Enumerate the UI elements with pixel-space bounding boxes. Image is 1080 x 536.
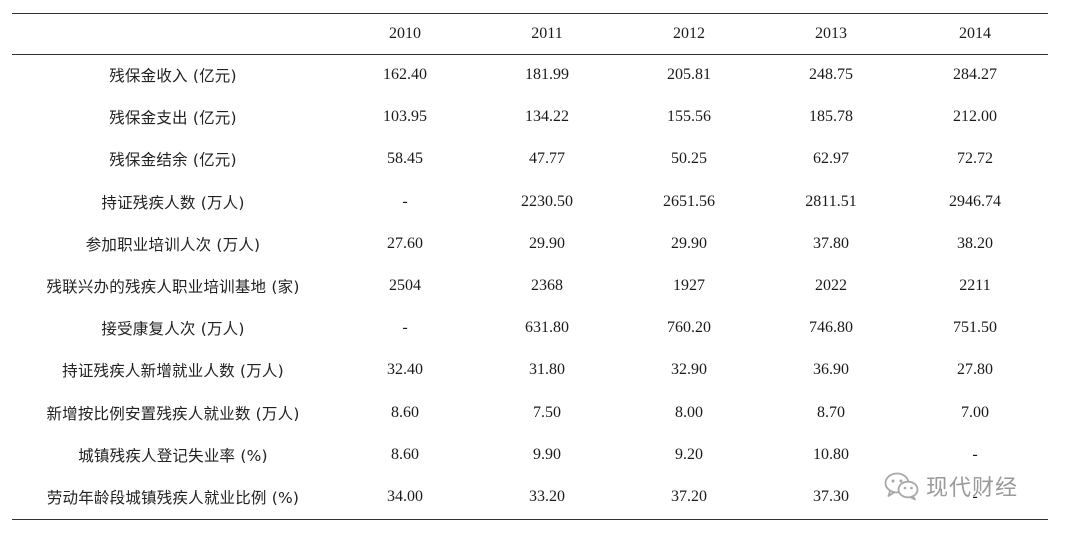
table-cell: 248.75 bbox=[809, 66, 853, 84]
table-cell: 58.45 bbox=[387, 150, 423, 168]
table-cell: 162.40 bbox=[383, 66, 427, 84]
table-cell: 31.80 bbox=[529, 361, 565, 379]
table-header-rule bbox=[12, 54, 1048, 55]
table-cell: 32.90 bbox=[671, 361, 707, 379]
table-cell: 50.25 bbox=[671, 150, 707, 168]
table-cell: 33.20 bbox=[529, 487, 565, 505]
table-cell: 2651.56 bbox=[663, 192, 715, 210]
watermark: 现代财经 bbox=[884, 470, 1018, 502]
header-cell-year: 2013 bbox=[815, 25, 847, 42]
table-bottom-rule bbox=[12, 519, 1048, 520]
table-row: 新增按比例安置残疾人就业数 (万人) 8.60 7.50 8.00 8.70 7… bbox=[12, 392, 1048, 434]
table-cell: 205.81 bbox=[667, 66, 711, 84]
table-cell: 27.80 bbox=[957, 361, 993, 379]
table-cell: - bbox=[972, 445, 978, 463]
table-cell: 760.20 bbox=[667, 319, 711, 337]
row-label: 城镇残疾人登记失业率 (%) bbox=[78, 446, 268, 465]
table-cell: 8.60 bbox=[391, 445, 419, 463]
table-cell: - bbox=[402, 192, 408, 210]
table-row: 残保金支出 (亿元) 103.95 134.22 155.56 185.78 2… bbox=[12, 96, 1048, 138]
header-cell-year: 2012 bbox=[673, 25, 705, 42]
header-cell-year: 2010 bbox=[389, 25, 421, 42]
table-cell: 185.78 bbox=[809, 108, 853, 126]
table-cell: 2946.74 bbox=[949, 192, 1001, 210]
table-cell: 631.80 bbox=[525, 319, 569, 337]
table-cell: 37.30 bbox=[813, 487, 849, 505]
table-cell: 8.60 bbox=[391, 403, 419, 421]
table-cell: 27.60 bbox=[387, 234, 423, 252]
table-row: 残保金收入 (亿元) 162.40 181.99 205.81 248.75 2… bbox=[12, 54, 1048, 96]
table-cell: 9.90 bbox=[533, 445, 561, 463]
table-cell: 155.56 bbox=[667, 108, 711, 126]
watermark-text: 现代财经 bbox=[926, 476, 1019, 501]
table-cell: 72.72 bbox=[957, 150, 993, 168]
table-cell: 7.50 bbox=[533, 403, 561, 421]
table-row: 劳动年龄段城镇残疾人就业比例 (%) 34.00 33.20 37.20 37.… bbox=[12, 476, 1048, 518]
table-cell: 2211 bbox=[959, 277, 991, 295]
row-label: 残保金收入 (亿元) bbox=[109, 67, 237, 86]
table-cell: 10.80 bbox=[813, 445, 849, 463]
table-cell: 34.00 bbox=[387, 487, 423, 505]
table-cell: 8.00 bbox=[675, 403, 703, 421]
row-label: 接受康复人次 (万人) bbox=[101, 320, 245, 339]
table-cell: 751.50 bbox=[953, 319, 997, 337]
table-cell: 29.90 bbox=[671, 234, 707, 252]
header-cell-stub bbox=[12, 14, 334, 54]
table-cell: 8.70 bbox=[817, 403, 845, 421]
table-cell: 36.90 bbox=[813, 361, 849, 379]
table-cell: - bbox=[972, 487, 978, 505]
table-cell: 37.80 bbox=[813, 234, 849, 252]
table-cell: 2504 bbox=[389, 277, 421, 295]
table-header-row: 2010 2011 2012 2013 2014 bbox=[12, 14, 1048, 54]
table-cell: 47.77 bbox=[529, 150, 565, 168]
table-cell: 2022 bbox=[815, 277, 847, 295]
table-cell: 134.22 bbox=[525, 108, 569, 126]
table-cell: 29.90 bbox=[529, 234, 565, 252]
table-cell: 284.27 bbox=[953, 66, 997, 84]
table-cell: 746.80 bbox=[809, 319, 853, 337]
table-cell: 37.20 bbox=[671, 487, 707, 505]
wechat-icon bbox=[884, 471, 920, 501]
table-row: 残联兴办的残疾人职业培训基地 (家) 2504 2368 1927 2022 2… bbox=[12, 265, 1048, 307]
row-label: 新增按比例安置残疾人就业数 (万人) bbox=[46, 404, 300, 423]
row-label: 残联兴办的残疾人职业培训基地 (家) bbox=[46, 278, 300, 297]
table-cell: 7.00 bbox=[961, 403, 989, 421]
row-label: 劳动年龄段城镇残疾人就业比例 (%) bbox=[46, 488, 300, 507]
table-row: 城镇残疾人登记失业率 (%) 8.60 9.90 9.20 10.80 - bbox=[12, 434, 1048, 476]
table-cell: 181.99 bbox=[525, 66, 569, 84]
table-cell: 38.20 bbox=[957, 234, 993, 252]
table-row: 接受康复人次 (万人) - 631.80 760.20 746.80 751.5… bbox=[12, 307, 1048, 349]
table-top-rule bbox=[12, 13, 1048, 14]
table-cell: - bbox=[402, 319, 408, 337]
row-label: 参加职业培训人次 (万人) bbox=[85, 235, 261, 254]
table-cell: 9.20 bbox=[675, 445, 703, 463]
row-label: 持证残疾人新增就业人数 (万人) bbox=[62, 362, 284, 381]
table-row: 持证残疾人新增就业人数 (万人) 32.40 31.80 32.90 36.90… bbox=[12, 349, 1048, 391]
table-cell: 1927 bbox=[673, 277, 705, 295]
table-cell: 212.00 bbox=[953, 108, 997, 126]
data-table: 2010 2011 2012 2013 2014 残保金收入 (亿元) 162.… bbox=[12, 14, 1048, 518]
table-cell: 2811.51 bbox=[805, 192, 857, 210]
table-cell: 32.40 bbox=[387, 361, 423, 379]
table-row: 持证残疾人数 (万人) - 2230.50 2651.56 2811.51 29… bbox=[12, 181, 1048, 223]
table-cell: 103.95 bbox=[383, 108, 427, 126]
table-cell: 2368 bbox=[531, 277, 563, 295]
row-label: 残保金结余 (亿元) bbox=[109, 151, 237, 170]
row-label: 持证残疾人数 (万人) bbox=[101, 193, 245, 212]
table-row: 残保金结余 (亿元) 58.45 47.77 50.25 62.97 72.72 bbox=[12, 138, 1048, 180]
table-cell: 62.97 bbox=[813, 150, 849, 168]
table-cell: 2230.50 bbox=[521, 192, 573, 210]
table-row: 参加职业培训人次 (万人) 27.60 29.90 29.90 37.80 38… bbox=[12, 223, 1048, 265]
row-label: 残保金支出 (亿元) bbox=[109, 109, 237, 128]
header-cell-year: 2011 bbox=[531, 25, 563, 42]
header-cell-year: 2014 bbox=[959, 25, 991, 42]
